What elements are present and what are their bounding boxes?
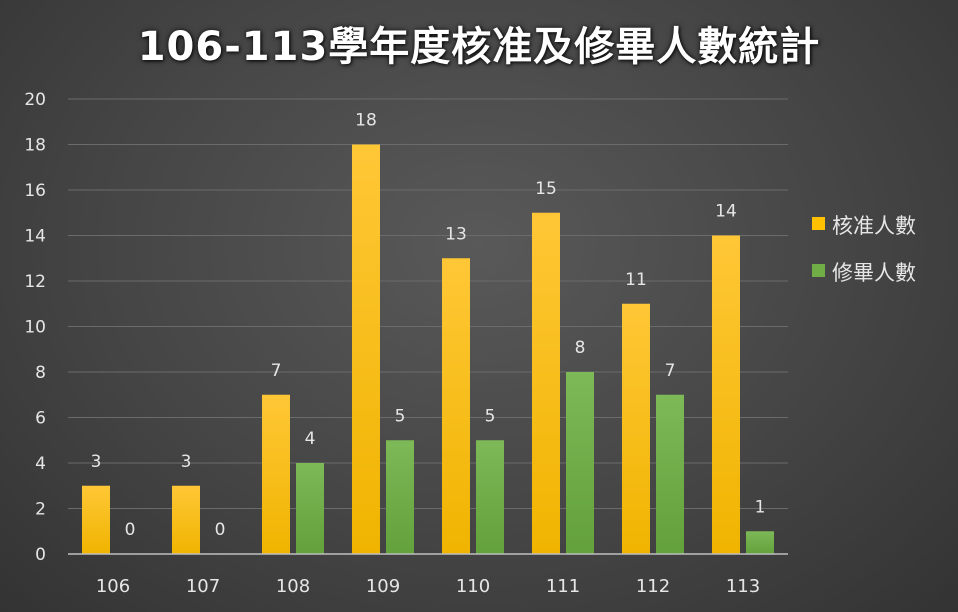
y-tick-label-20: 20 bbox=[24, 90, 46, 110]
x-tick-label-109: 109 bbox=[366, 576, 400, 597]
data-label-approved-106: 3 bbox=[91, 452, 102, 472]
bar-completed-111 bbox=[566, 372, 594, 554]
bar-approved-107 bbox=[172, 485, 200, 554]
y-tick-label-16: 16 bbox=[24, 181, 46, 201]
x-axis: 106 107 108 109 110 111 112 113 bbox=[68, 553, 788, 597]
data-label-approved-107: 3 bbox=[181, 452, 192, 472]
data-label-approved-108: 7 bbox=[271, 361, 282, 381]
bar-approved-112 bbox=[622, 303, 650, 554]
gridlines bbox=[68, 98, 788, 509]
bar-completed-113 bbox=[746, 531, 774, 554]
bar-approved-113 bbox=[712, 235, 740, 554]
data-label-completed-109: 5 bbox=[395, 406, 406, 426]
y-tick-label-10: 10 bbox=[24, 318, 46, 338]
y-tick-label-4: 4 bbox=[35, 454, 46, 474]
y-tick-label-18: 18 bbox=[24, 136, 46, 156]
data-label-completed-110: 5 bbox=[485, 406, 496, 426]
legend-swatch-1 bbox=[812, 264, 825, 277]
y-tick-label-2: 2 bbox=[35, 500, 46, 520]
bar-approved-108 bbox=[262, 394, 290, 554]
x-tick-label-110: 110 bbox=[456, 576, 490, 597]
x-tick-label-112: 112 bbox=[636, 576, 670, 597]
y-tick-label-12: 12 bbox=[24, 272, 46, 292]
bar-completed-109 bbox=[386, 440, 414, 554]
x-tick-label-108: 108 bbox=[276, 576, 310, 597]
data-label-approved-113: 14 bbox=[715, 202, 737, 222]
chart-title: 106-113學年度核准及修畢人數統計 bbox=[137, 24, 821, 70]
bar-approved-110 bbox=[442, 258, 470, 554]
legend-swatch-0 bbox=[812, 217, 825, 230]
bar-approved-111 bbox=[532, 212, 560, 554]
x-tick-label-111: 111 bbox=[546, 576, 580, 597]
bar-approved-106 bbox=[82, 485, 110, 554]
x-tick-label-107: 107 bbox=[186, 576, 220, 597]
y-tick-label-0: 0 bbox=[35, 545, 46, 565]
bar-completed-110 bbox=[476, 440, 504, 554]
data-label-completed-111: 8 bbox=[575, 338, 586, 358]
data-labels: 3 3 7 18 13 15 11 14 0 0 4 5 5 8 7 1 bbox=[91, 111, 766, 541]
y-tick-label-14: 14 bbox=[24, 227, 46, 247]
bar-completed-112 bbox=[656, 394, 684, 554]
y-tick-label-6: 6 bbox=[35, 409, 46, 429]
data-label-completed-112: 7 bbox=[665, 361, 676, 381]
data-label-completed-113: 1 bbox=[755, 497, 766, 517]
data-label-completed-107: 0 bbox=[215, 520, 226, 540]
bars bbox=[82, 144, 774, 554]
data-label-approved-109: 18 bbox=[355, 111, 377, 131]
bar-approved-109 bbox=[352, 144, 380, 554]
legend-label-0: 核准人數 bbox=[832, 214, 916, 238]
bar-completed-108 bbox=[296, 463, 324, 554]
x-tick-label-113: 113 bbox=[726, 576, 760, 597]
data-label-approved-111: 15 bbox=[535, 179, 557, 199]
data-label-completed-108: 4 bbox=[305, 429, 316, 449]
data-label-approved-110: 13 bbox=[445, 224, 467, 244]
data-label-approved-112: 11 bbox=[625, 270, 647, 290]
legend-label-1: 修畢人數 bbox=[832, 261, 916, 285]
x-tick-label-106: 106 bbox=[96, 576, 130, 597]
y-axis: 0 2 4 6 8 10 12 14 16 18 20 bbox=[24, 90, 46, 565]
y-tick-label-8: 8 bbox=[35, 363, 46, 383]
data-label-completed-106: 0 bbox=[125, 520, 136, 540]
